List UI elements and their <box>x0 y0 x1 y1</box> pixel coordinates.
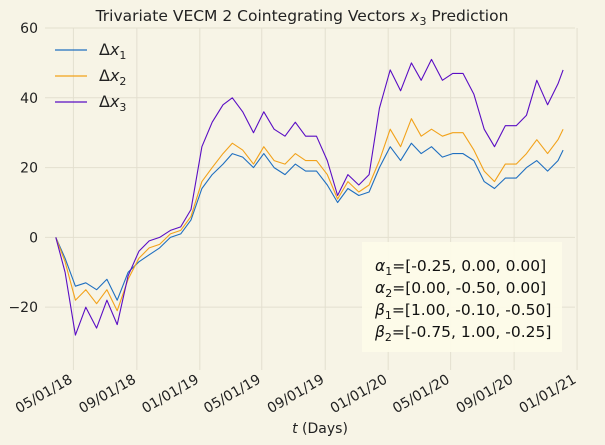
annotation-line: β2=[-0.75, 1.00, -0.25] <box>374 323 551 344</box>
y-tick-label: −20 <box>8 300 38 316</box>
series-line-dx3 <box>55 58 564 336</box>
legend: Δx1 Δx2 Δx3 <box>55 40 126 114</box>
series-line-dx2 <box>55 118 564 312</box>
y-tick-label: 0 <box>29 230 38 246</box>
y-tick-label: 60 <box>20 21 38 37</box>
x-axis-label: t (Days) <box>292 421 348 437</box>
y-tick-label: 40 <box>20 91 38 107</box>
chart-title: Trivariate VECM 2 Cointegrating Vectors … <box>95 7 509 28</box>
series-group <box>55 58 564 336</box>
y-axis: −20 0 20 40 60 <box>8 21 38 316</box>
annotation-line: α1=[-0.25, 0.00, 0.00] <box>375 257 546 278</box>
series-line-dx1 <box>55 142 564 301</box>
annotation-line: β1=[1.00, -0.10, -0.50] <box>374 301 551 322</box>
legend-label-dx3: Δx3 <box>99 92 126 114</box>
legend-label-dx1: Δx1 <box>99 40 126 62</box>
annotation-line: α2=[0.00, -0.50, 0.00] <box>375 279 546 300</box>
legend-label-dx2: Δx2 <box>99 66 126 88</box>
y-tick-label: 20 <box>20 161 38 177</box>
annotation-box: α1=[-0.25, 0.00, 0.00]α2=[0.00, -0.50, 0… <box>362 242 562 352</box>
annotation-background <box>362 242 562 352</box>
